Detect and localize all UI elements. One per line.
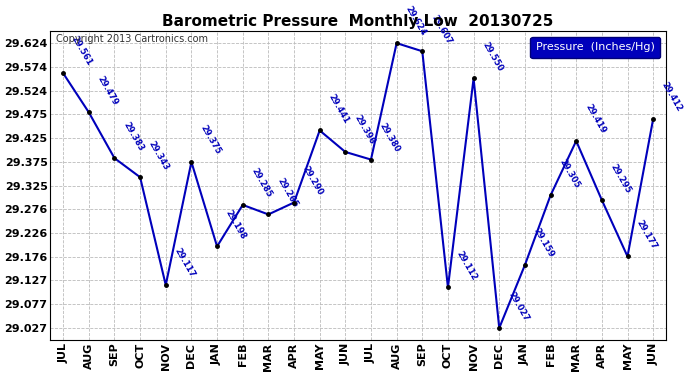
Text: 29.380: 29.380 [378, 122, 402, 154]
Text: 29.479: 29.479 [96, 74, 119, 107]
Text: 29.177: 29.177 [634, 219, 658, 251]
Text: 29.198: 29.198 [224, 209, 248, 241]
Text: 29.290: 29.290 [301, 165, 325, 197]
Text: 29.265: 29.265 [275, 176, 299, 209]
Legend: Pressure  (Inches/Hg): Pressure (Inches/Hg) [531, 37, 660, 58]
Text: 29.607: 29.607 [429, 13, 453, 46]
Text: 29.375: 29.375 [198, 124, 222, 156]
Text: 29.412: 29.412 [660, 81, 684, 114]
Text: 29.295: 29.295 [609, 162, 633, 195]
Title: Barometric Pressure  Monthly Low  20130725: Barometric Pressure Monthly Low 20130725 [162, 13, 554, 28]
Text: Copyright 2013 Cartronics.com: Copyright 2013 Cartronics.com [57, 34, 208, 44]
Text: 29.117: 29.117 [172, 247, 197, 279]
Text: 29.285: 29.285 [250, 167, 274, 200]
Text: 29.027: 29.027 [506, 290, 530, 322]
Text: 29.305: 29.305 [558, 158, 582, 190]
Text: 29.550: 29.550 [480, 40, 504, 73]
Text: 29.112: 29.112 [455, 249, 479, 282]
Text: 29.419: 29.419 [583, 103, 607, 135]
Text: 29.441: 29.441 [326, 92, 351, 125]
Text: 29.624: 29.624 [404, 5, 428, 38]
Text: 29.343: 29.343 [147, 139, 171, 172]
Text: 29.159: 29.159 [532, 227, 556, 260]
Text: 29.383: 29.383 [121, 120, 146, 153]
Text: 29.561: 29.561 [70, 35, 94, 68]
Text: 29.396: 29.396 [353, 114, 376, 146]
